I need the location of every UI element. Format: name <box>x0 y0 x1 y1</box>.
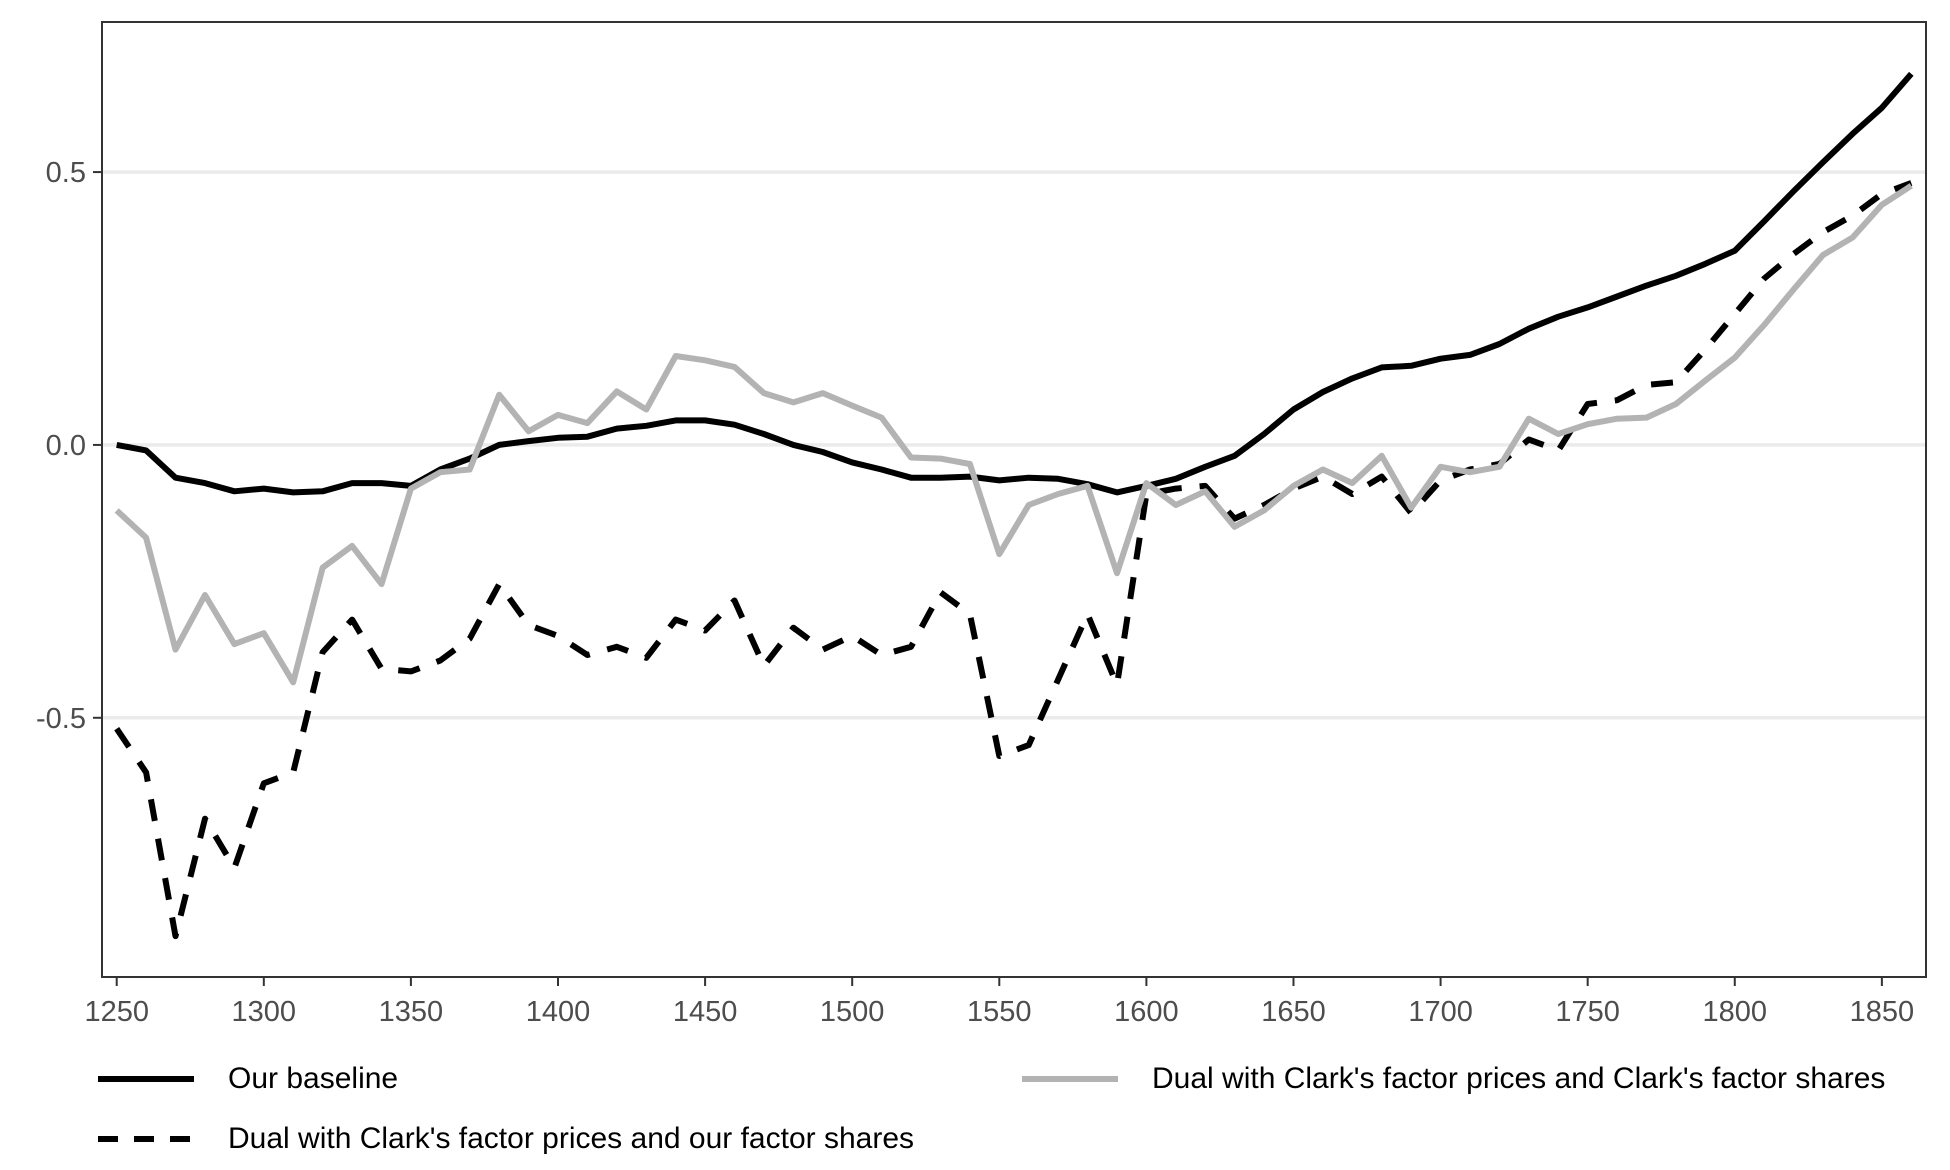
y-tick-label: -0.5 <box>36 703 86 735</box>
series-line-2 <box>114 180 1913 940</box>
x-tick-label: 1350 <box>379 996 444 1028</box>
x-tick-label: 1250 <box>84 996 149 1028</box>
x-tick-label: 1800 <box>1703 996 1768 1028</box>
axes: 1250 1300 1350 1400 1450 1500 1550 1600 1650 1700… <box>36 157 1914 1028</box>
x-tick-label: 1550 <box>967 996 1032 1028</box>
plot-panel-border <box>101 21 1927 978</box>
x-tick-label: 1450 <box>673 996 738 1028</box>
x-tick-label: 1700 <box>1408 996 1473 1028</box>
series-line-0 <box>116 71 1914 496</box>
series-lines <box>114 71 1914 940</box>
grid-lines <box>102 170 1926 720</box>
y-tick-label: 0.0 <box>46 430 86 462</box>
x-tick-label: 1750 <box>1555 996 1620 1028</box>
x-tick-label: 1300 <box>232 996 297 1028</box>
x-tick-label: 1400 <box>526 996 591 1028</box>
series-line-1 <box>114 183 1913 686</box>
y-tick-label: 0.5 <box>46 157 86 189</box>
x-tick-label: 1650 <box>1261 996 1326 1028</box>
x-tick-label: 1600 <box>1114 996 1179 1028</box>
x-tick-label: 1500 <box>820 996 885 1028</box>
x-tick-label: 1850 <box>1850 996 1915 1028</box>
